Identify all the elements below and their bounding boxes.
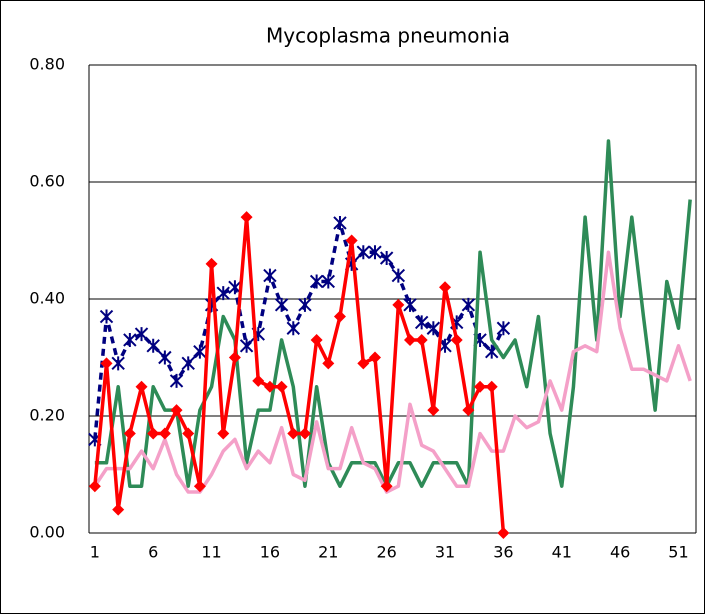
y-tick-label: 0.40 bbox=[29, 289, 65, 308]
marker bbox=[239, 338, 254, 353]
marker bbox=[88, 480, 101, 493]
marker bbox=[286, 321, 300, 336]
x-tick-label: 41 bbox=[552, 543, 572, 562]
marker bbox=[147, 427, 160, 440]
marker bbox=[135, 380, 148, 393]
marker bbox=[169, 373, 184, 388]
marker bbox=[310, 333, 323, 346]
marker bbox=[322, 357, 335, 370]
y-tick-label: 0.60 bbox=[29, 172, 65, 191]
marker bbox=[275, 380, 288, 393]
marker bbox=[182, 427, 195, 440]
marker bbox=[439, 281, 452, 294]
marker bbox=[193, 480, 206, 493]
marker bbox=[170, 404, 183, 417]
marker bbox=[274, 297, 289, 312]
y-tick-label: 0.20 bbox=[29, 406, 65, 425]
x-tick-label: 16 bbox=[260, 543, 280, 562]
marker bbox=[123, 427, 136, 440]
marker bbox=[333, 215, 347, 230]
marker bbox=[181, 356, 195, 371]
marker bbox=[392, 298, 405, 311]
marker bbox=[404, 333, 417, 346]
marker bbox=[252, 374, 265, 387]
marker bbox=[240, 211, 253, 224]
x-tick-label: 46 bbox=[610, 543, 630, 562]
marker bbox=[497, 527, 510, 539]
marker bbox=[426, 321, 441, 336]
x-tick-label: 31 bbox=[435, 543, 455, 562]
x-tick-label: 36 bbox=[493, 543, 513, 562]
marker bbox=[414, 315, 429, 330]
marker bbox=[496, 321, 511, 336]
marker bbox=[100, 357, 113, 370]
x-tick-label: 11 bbox=[201, 543, 221, 562]
marker bbox=[112, 503, 125, 516]
marker bbox=[485, 380, 498, 393]
marker bbox=[427, 404, 440, 417]
x-tick-label: 21 bbox=[318, 543, 338, 562]
marker bbox=[321, 274, 336, 289]
x-tick-label: 6 bbox=[148, 543, 158, 562]
series-line bbox=[94, 139, 692, 488]
x-tick-label: 26 bbox=[376, 543, 396, 562]
marker bbox=[462, 404, 475, 417]
marker bbox=[298, 297, 312, 312]
marker bbox=[228, 351, 241, 364]
marker bbox=[158, 427, 171, 440]
marker bbox=[309, 274, 324, 289]
marker bbox=[368, 351, 381, 364]
x-tick-label: 1 bbox=[90, 543, 100, 562]
marker bbox=[356, 245, 371, 260]
marker bbox=[217, 427, 230, 440]
marker bbox=[391, 268, 406, 283]
marker bbox=[450, 333, 463, 346]
marker bbox=[205, 257, 218, 270]
marker bbox=[134, 327, 149, 342]
chart-title: Mycoplasma pneumonia bbox=[266, 24, 510, 48]
marker bbox=[333, 310, 346, 323]
marker bbox=[368, 245, 382, 260]
marker bbox=[474, 380, 487, 393]
marker bbox=[357, 357, 370, 370]
marker bbox=[193, 344, 207, 359]
marker bbox=[263, 380, 276, 393]
marker bbox=[146, 338, 160, 353]
marker bbox=[403, 297, 417, 312]
y-tick-label: 0.80 bbox=[29, 55, 65, 74]
marker bbox=[287, 427, 300, 440]
marker bbox=[216, 286, 230, 301]
marker bbox=[263, 268, 277, 283]
y-tick-label: 0.00 bbox=[29, 523, 65, 542]
marker bbox=[379, 251, 394, 266]
marker bbox=[158, 350, 172, 365]
marker bbox=[415, 333, 428, 346]
marker bbox=[461, 297, 476, 312]
series-line bbox=[93, 250, 692, 494]
marker bbox=[123, 332, 137, 347]
x-tick-label: 51 bbox=[668, 543, 688, 562]
marker bbox=[380, 480, 393, 493]
marker bbox=[345, 234, 358, 247]
marker bbox=[298, 427, 311, 440]
marker bbox=[111, 356, 125, 371]
marker bbox=[99, 309, 114, 324]
